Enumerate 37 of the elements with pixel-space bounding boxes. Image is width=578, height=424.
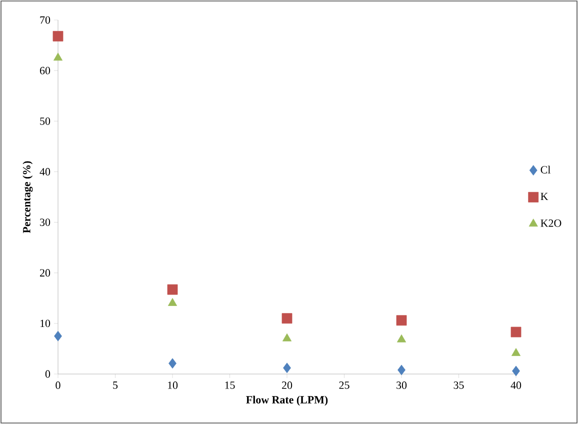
x-tick-label: 35 bbox=[454, 382, 464, 389]
x-tick-label: 5 bbox=[113, 382, 118, 389]
y-tick-label: 60 bbox=[40, 66, 50, 74]
point bbox=[396, 334, 406, 342]
point bbox=[168, 358, 176, 369]
y-tick-label: 20 bbox=[40, 269, 50, 277]
x-tick-label: 40 bbox=[510, 382, 522, 389]
point bbox=[396, 315, 407, 326]
y-tick-label: 40 bbox=[40, 168, 50, 176]
y-tick-label: 70 bbox=[40, 16, 50, 24]
point bbox=[52, 30, 64, 42]
legend-label: K bbox=[540, 192, 548, 200]
point bbox=[282, 333, 292, 342]
x-tick-label: 15 bbox=[225, 382, 235, 389]
point bbox=[283, 362, 291, 374]
x-axis-title: Flow Rate (LPM) bbox=[246, 396, 328, 406]
point bbox=[168, 298, 178, 306]
point bbox=[398, 364, 406, 376]
x-tick-label: 30 bbox=[396, 382, 407, 389]
x-tick-label: 20 bbox=[282, 382, 292, 389]
y-axis-title: Percentage (%) bbox=[22, 161, 33, 234]
y-tick-label: 0 bbox=[45, 370, 50, 378]
point bbox=[282, 313, 292, 324]
point bbox=[512, 366, 520, 376]
point bbox=[54, 330, 62, 342]
x-tick-label: 25 bbox=[339, 382, 350, 389]
point bbox=[510, 326, 522, 338]
legend-label: K2O bbox=[540, 220, 562, 227]
y-tick-label: 10 bbox=[40, 320, 50, 328]
y-tick-label: 50 bbox=[40, 117, 50, 125]
x-tick-label: 10 bbox=[168, 382, 178, 389]
point bbox=[511, 348, 521, 356]
x-tick-label: 0 bbox=[56, 382, 60, 389]
y-tick-label: 30 bbox=[40, 218, 50, 226]
legend-label: Cl bbox=[540, 166, 550, 174]
point bbox=[167, 284, 178, 295]
point bbox=[53, 52, 63, 61]
